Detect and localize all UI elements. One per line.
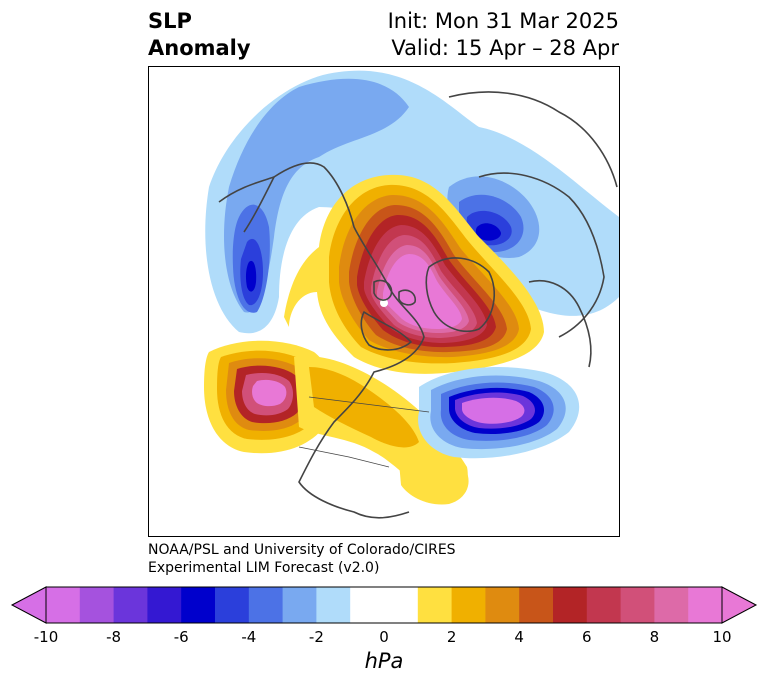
colorbar-cell [654,587,689,623]
colorbar-cell [113,587,148,623]
europe-coast [528,280,592,368]
anomaly-map [204,70,619,519]
colorbar-border [45,586,723,624]
colorbar-cell [451,587,486,623]
colorbar-tick-label: 2 [446,628,457,646]
colorbar-cell [79,587,115,623]
colorbar-tick-label: 10 [712,628,732,646]
credit-text: NOAA/PSL and University of Colorado/CIRE… [148,541,456,577]
colorbar-tick-label: -2 [308,628,324,646]
north-pole-marker [380,299,388,307]
map-panel [148,66,620,537]
colorbar-cell [586,587,622,623]
init-date: Init: Mon 31 Mar 2025 [387,9,619,33]
colorbar-cell [553,587,588,623]
southeast-us-high [399,455,469,505]
title-line1: SLP [148,9,192,33]
title-line2: Anomaly [148,36,251,60]
colorbar-cells [46,587,723,623]
eurasia-coast [448,91,618,338]
colorbar-cell [620,587,655,623]
coastlines [218,91,618,519]
colorbar-tick-label: 4 [514,628,524,646]
colorbar-cell [316,587,351,623]
map-title: SLP Anomaly [148,8,251,62]
colorbar-left-extension [10,586,47,624]
arctic-high-core [383,254,462,329]
colorbar-cell [215,587,250,623]
colorbar-cell [519,587,554,623]
credit-line1: NOAA/PSL and University of Colorado/CIRE… [148,542,456,558]
colorbar-tick-label: -4 [241,628,257,646]
colorbar-cell [248,587,284,623]
colorbar-cell [46,587,81,623]
colorbar-cell [384,587,419,623]
colorbar-tick-label: -6 [173,628,189,646]
colorbar-tick-label: -10 [33,628,59,646]
colorbar [10,586,758,624]
colorbar-cell [282,587,317,623]
colorbar-cell [485,587,520,623]
hudson-bay [360,311,412,351]
scandinavia-low-center [475,223,501,241]
forecast-dates: Init: Mon 31 Mar 2025 Valid: 15 Apr – 28… [388,8,619,62]
colorbar-unit: hPa [364,649,404,673]
gulf-of-alaska-low-center [245,260,257,292]
north-america-coast [273,162,425,519]
credit-line2: Experimental LIM Forecast (v2.0) [148,560,380,576]
colorbar-tick-label: 0 [379,628,389,646]
pacific-high-core [252,379,287,407]
colorbar-cell [350,587,385,623]
colorbar-cell [688,587,723,623]
valid-period: Valid: 15 Apr – 28 Apr [391,36,619,60]
atlantic-low-core [462,397,525,424]
anomaly-fields [204,70,619,505]
arctic-islands [373,279,417,306]
alaska-coast [218,176,275,233]
colorbar-tick-label: -8 [106,628,122,646]
colorbar-cell [147,587,182,623]
colorbar-tick-label: 6 [582,628,592,646]
colorbar-tick-label: 8 [649,628,660,646]
colorbar-cell [417,587,453,623]
negative-anomaly-ring2 [224,78,409,313]
north-america-high-inner [309,367,419,448]
colorbar-right-extension [721,586,758,624]
us-mexico-border [298,396,430,468]
greenland [425,257,495,333]
colorbar-cell [181,587,216,623]
